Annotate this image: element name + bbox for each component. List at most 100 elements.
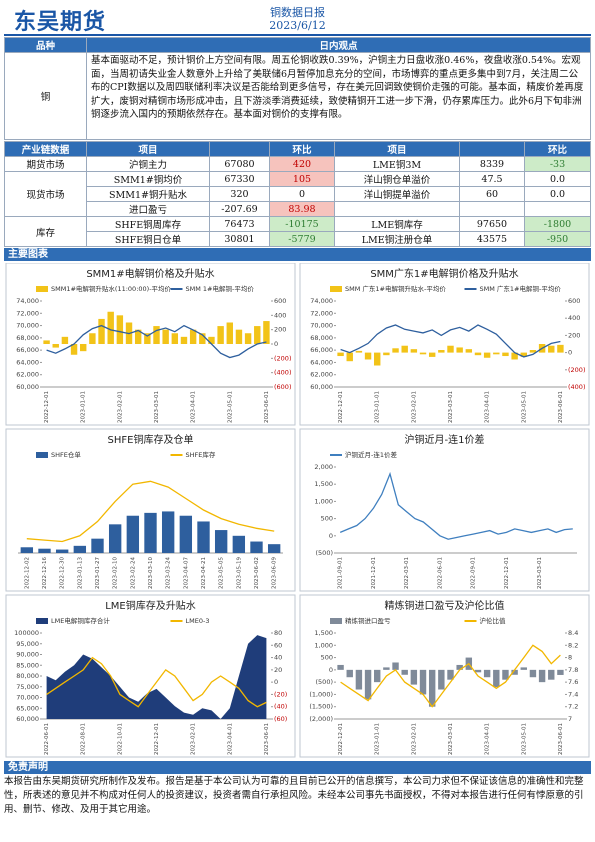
y-tick-label: (500) (316, 678, 333, 686)
chart-title: 精炼铜进口盈亏及沪伦比值 (385, 599, 505, 612)
y2-tick-label: 20 (274, 666, 282, 674)
x-tick-label: 2023-05-19 (236, 557, 242, 589)
bar (126, 515, 140, 553)
bar (419, 669, 427, 695)
y-tick-label: 65,000 (16, 704, 39, 712)
bar (232, 535, 246, 553)
bar (73, 545, 87, 553)
bar (474, 352, 482, 356)
bar (374, 352, 381, 366)
y-tick-label: 62,000 (16, 371, 39, 379)
bar (263, 321, 270, 344)
x-tick-label: 2022-06-01 (44, 723, 50, 755)
change-cell: 0.0 (524, 186, 591, 202)
bar (410, 669, 418, 685)
x-tick-label: 2023-03-10 (148, 557, 154, 589)
bar (144, 333, 151, 344)
legend-label: SMM 1#电解铜-平均价 (186, 284, 255, 293)
y2-tick-label: 0 (274, 340, 278, 348)
bar (502, 352, 509, 357)
y-tick-label: 64,000 (310, 358, 333, 366)
y2-tick-label: 60 (274, 641, 282, 649)
x-tick-label: 2023-01-13 (77, 557, 83, 589)
bar (438, 350, 445, 353)
chart-title: SMM广东1#电解铜价格及升贴水 (370, 267, 518, 280)
bar (217, 326, 224, 344)
item-cell: SMM1#铜升贴水 (86, 186, 210, 202)
data-row: SHFE铜日仓单 30801 -5779 LME铜注册仓单 43575 -950 (5, 231, 591, 247)
x-tick-label: 2023-03-01 (154, 391, 160, 423)
y2-tick-label: 8 (568, 654, 572, 662)
bar (171, 333, 179, 344)
y-tick-label: 90,000 (16, 651, 39, 659)
legend-label: SMM 广东1#电解铜-平均价 (480, 284, 562, 293)
bar (465, 349, 473, 353)
item-cell: SHFE铜日仓单 (86, 231, 210, 247)
header-cell: 项目 (86, 141, 210, 157)
y2-tick-label: 400 (568, 314, 580, 322)
bar (511, 669, 518, 675)
data-row: 进口盈亏 -207.69 83.98 (5, 201, 591, 217)
y2-tick-label: 40 (274, 654, 282, 662)
y2-tick-label: (200) (568, 366, 585, 374)
y2-tick-label: 80 (274, 629, 282, 637)
x-tick-label: 2023-06-02 (254, 557, 260, 589)
y2-tick-label: 7.8 (568, 666, 578, 674)
bar (520, 352, 527, 357)
bar (410, 349, 418, 353)
header-cell: 环比 (269, 141, 335, 157)
x-tick-label: 2023-03-24 (166, 557, 172, 589)
bar (226, 322, 233, 344)
chart-title: SHFE铜库存及仓单 (108, 433, 194, 446)
x-tick-label: 2023-02-24 (130, 557, 136, 589)
bar (538, 669, 546, 683)
bar (144, 512, 157, 553)
value-cell: 30801 (209, 231, 270, 247)
item-cell: LME铜注册仓单 (334, 231, 460, 247)
item-cell: SMM1#铜均价 (86, 171, 210, 187)
header-cell (459, 141, 525, 157)
bar (235, 329, 243, 344)
bar (428, 352, 436, 357)
x-tick-label: 2023-01-01 (375, 723, 381, 755)
change-cell: -10175 (269, 216, 335, 232)
report-date: 2023/6/12 (269, 19, 326, 32)
bar (502, 669, 509, 680)
item-cell: 沪铜主力 (86, 156, 210, 172)
y2-tick-label: 400 (274, 311, 286, 319)
y2-tick-label: 8.2 (568, 641, 578, 649)
y-tick-label: 60,000 (16, 383, 39, 391)
change-cell: 0.0 (524, 171, 591, 187)
item-cell: SHFE铜周库存 (86, 216, 210, 232)
y-tick-label: 72,000 (16, 309, 39, 317)
data-row: 现货市场 SMM1#铜均价 67330 105 洋山铜仓单溢价 47.5 0.0 (4, 171, 591, 217)
y-tick-label: (500) (316, 549, 333, 557)
item-cell: 洋山铜仓单溢价 (334, 171, 460, 187)
x-tick-label: 2023-03-01 (448, 723, 454, 755)
view-table: 品种 日内观点 铜基本面驱动不足，预计铜价上方空间有限。周五伦铜收跌0.39%，沪… (4, 37, 591, 140)
change-cell: -1800 (524, 216, 591, 232)
y2-tick-label: (20) (274, 690, 287, 698)
y-tick-label: 70,000 (310, 322, 333, 330)
x-tick-label: 2022-09-01 (471, 557, 477, 589)
y-tick-label: (2,000) (309, 715, 333, 723)
x-tick-label: 2023-03-01 (448, 391, 454, 423)
legend-label: 精炼铜进口盈亏 (345, 616, 391, 625)
legend-swatch (36, 286, 48, 292)
x-tick-label: 2023-02-10 (113, 557, 119, 589)
x-tick-label: 2023-02-01 (411, 723, 417, 755)
x-tick-label: 2023-04-07 (183, 557, 189, 589)
bar (89, 333, 96, 344)
y-tick-label: 64,000 (16, 358, 39, 366)
bar (346, 669, 353, 678)
bar (447, 345, 454, 353)
x-tick-label: 2023-04-01 (485, 391, 491, 423)
y2-tick-label: 7.2 (568, 703, 578, 711)
y-tick-label: 72,000 (310, 309, 333, 317)
bar (401, 669, 408, 675)
legend-label: SMM 广东1#电解铜升贴水-平均价 (345, 284, 446, 293)
y2-tick-label: (60) (274, 715, 287, 723)
variety-cell: 铜 (4, 52, 87, 140)
y-tick-label: 66,000 (16, 346, 39, 354)
x-tick-label: 2023-04-01 (191, 391, 197, 423)
